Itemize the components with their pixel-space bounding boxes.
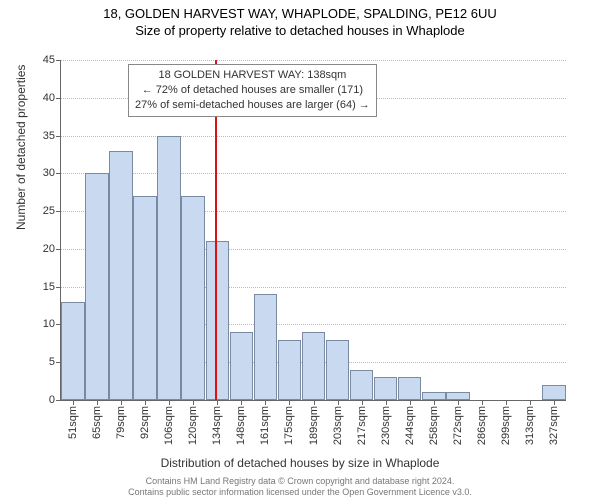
annotation-box: 18 GOLDEN HARVEST WAY: 138sqm ← 72% of d… [128, 64, 377, 117]
gridline [61, 60, 566, 61]
x-tick-mark [193, 400, 194, 405]
x-tick-mark [482, 400, 483, 405]
x-tick-label: 217sqm [356, 406, 368, 445]
x-tick-label: 175sqm [283, 406, 295, 445]
histogram-bar [230, 332, 254, 400]
histogram-bar [398, 377, 422, 400]
x-axis-label: Distribution of detached houses by size … [0, 456, 600, 470]
x-tick-mark [506, 400, 507, 405]
x-tick-mark [121, 400, 122, 405]
histogram-bar [278, 340, 302, 400]
y-tick-label: 45 [43, 54, 55, 66]
y-axis-label: Number of detached properties [14, 65, 28, 230]
annotation-line-3: 27% of semi-detached houses are larger (… [135, 98, 370, 113]
x-tick-label: 286sqm [476, 406, 488, 445]
x-tick-mark [386, 400, 387, 405]
x-tick-label: 148sqm [235, 406, 247, 445]
y-tick-label: 5 [49, 356, 55, 368]
histogram-bar [109, 151, 133, 400]
y-tick-label: 40 [43, 92, 55, 104]
x-tick-mark [289, 400, 290, 405]
gridline [61, 136, 566, 137]
y-tick-mark [56, 60, 61, 61]
x-tick-mark [97, 400, 98, 405]
x-tick-mark [338, 400, 339, 405]
y-tick-mark [56, 98, 61, 99]
x-tick-label: 313sqm [524, 406, 536, 445]
page-title: 18, GOLDEN HARVEST WAY, WHAPLODE, SPALDI… [0, 6, 600, 21]
histogram-bar [302, 332, 326, 400]
x-tick-label: 244sqm [404, 406, 416, 445]
x-tick-label: 161sqm [259, 406, 271, 445]
x-tick-mark [169, 400, 170, 405]
histogram-bar [374, 377, 398, 400]
x-tick-mark [73, 400, 74, 405]
x-tick-mark [410, 400, 411, 405]
histogram-bar [181, 196, 205, 400]
x-tick-label: 51sqm [67, 406, 79, 439]
x-tick-mark [217, 400, 218, 405]
x-tick-label: 258sqm [428, 406, 440, 445]
histogram-bar [61, 302, 85, 400]
y-tick-mark [56, 173, 61, 174]
histogram-bar [446, 392, 470, 400]
histogram-bar [542, 385, 566, 400]
footer-line-2: Contains public sector information licen… [0, 487, 600, 498]
y-tick-mark [56, 400, 61, 401]
y-tick-label: 10 [43, 318, 55, 330]
x-tick-label: 299sqm [500, 406, 512, 445]
histogram-bar [85, 173, 109, 400]
x-tick-mark [458, 400, 459, 405]
y-tick-mark [56, 287, 61, 288]
x-tick-label: 120sqm [187, 406, 199, 445]
x-tick-label: 203sqm [332, 406, 344, 445]
x-tick-mark [434, 400, 435, 405]
x-tick-mark [554, 400, 555, 405]
y-tick-label: 15 [43, 281, 55, 293]
y-tick-label: 0 [49, 394, 55, 406]
histogram-bar [350, 370, 374, 400]
x-tick-label: 106sqm [163, 406, 175, 445]
histogram-chart: 05101520253035404551sqm65sqm79sqm92sqm10… [60, 60, 565, 400]
y-tick-label: 25 [43, 205, 55, 217]
x-tick-label: 327sqm [548, 406, 560, 445]
histogram-bar [157, 136, 181, 400]
x-tick-mark [145, 400, 146, 405]
footer-line-1: Contains HM Land Registry data © Crown c… [0, 476, 600, 487]
y-tick-label: 20 [43, 243, 55, 255]
y-tick-mark [56, 211, 61, 212]
x-tick-mark [362, 400, 363, 405]
histogram-bar [133, 196, 157, 400]
histogram-bar [254, 294, 278, 400]
x-tick-label: 272sqm [452, 406, 464, 445]
histogram-bar [326, 340, 350, 400]
x-tick-label: 79sqm [115, 406, 127, 439]
y-tick-label: 30 [43, 167, 55, 179]
gridline [61, 173, 566, 174]
y-tick-mark [56, 136, 61, 137]
y-tick-mark [56, 249, 61, 250]
x-tick-label: 134sqm [211, 406, 223, 445]
page-subtitle: Size of property relative to detached ho… [0, 23, 600, 38]
annotation-line-2: ← 72% of detached houses are smaller (17… [135, 83, 370, 98]
x-tick-label: 65sqm [91, 406, 103, 439]
y-tick-label: 35 [43, 130, 55, 142]
x-tick-mark [530, 400, 531, 405]
x-tick-label: 189sqm [308, 406, 320, 445]
footer-attribution: Contains HM Land Registry data © Crown c… [0, 476, 600, 498]
histogram-bar [206, 241, 230, 400]
x-tick-label: 230sqm [380, 406, 392, 445]
x-tick-mark [314, 400, 315, 405]
x-tick-mark [241, 400, 242, 405]
annotation-line-1: 18 GOLDEN HARVEST WAY: 138sqm [135, 68, 370, 83]
x-tick-mark [265, 400, 266, 405]
x-tick-label: 92sqm [139, 406, 151, 439]
histogram-bar [422, 392, 446, 400]
